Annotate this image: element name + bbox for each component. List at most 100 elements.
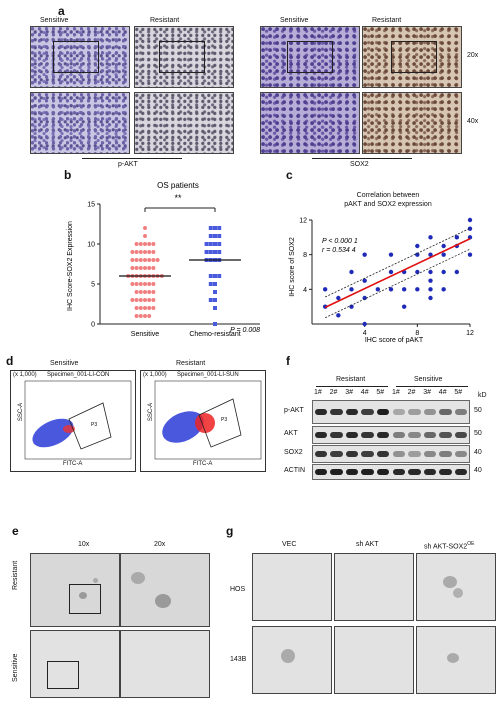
b-point xyxy=(130,298,135,302)
f-blot-row xyxy=(312,445,470,463)
zoom-box xyxy=(47,661,79,689)
f-band xyxy=(392,432,406,438)
b-point xyxy=(147,314,152,318)
c-point xyxy=(415,269,420,275)
b-point xyxy=(147,242,152,246)
f-band xyxy=(330,469,343,475)
spheroid xyxy=(79,592,87,599)
f-line-resistant xyxy=(316,386,388,387)
b-chart: OS patients 0 5 10 15 Sensitive Chemo-resista… xyxy=(67,181,260,338)
f-blot-row xyxy=(312,464,470,480)
b-point xyxy=(143,298,147,302)
c-ytick-label: 4 xyxy=(303,287,307,294)
f-band xyxy=(423,451,437,457)
d-xlabel-right: FITC-A xyxy=(193,461,213,467)
c-point xyxy=(401,304,407,309)
b-point xyxy=(138,266,143,270)
b-point xyxy=(130,250,135,254)
a-label-pakt: p-AKT xyxy=(118,161,138,168)
b-point xyxy=(138,258,143,262)
b-point xyxy=(147,290,152,294)
spheroid xyxy=(93,578,98,583)
panel-label-f: f xyxy=(286,354,290,368)
d-population-right xyxy=(162,411,204,443)
c-point xyxy=(336,295,341,301)
c-stat-r: r = 0.534 4 xyxy=(322,247,356,254)
c-point xyxy=(322,287,328,292)
c-point xyxy=(428,252,433,257)
g-143b-vec xyxy=(252,626,332,694)
panel-label-d: d xyxy=(6,354,14,368)
f-lane-label: 5# xyxy=(454,389,463,396)
c-point xyxy=(349,287,354,292)
a-mag-40x: 40x xyxy=(467,118,479,125)
b-point xyxy=(143,258,147,262)
b-point xyxy=(208,282,213,286)
d-plot-right: P3 xyxy=(154,380,262,460)
a-sox2-sensitive-40x xyxy=(260,92,360,154)
b-point xyxy=(143,226,147,230)
f-band xyxy=(330,451,343,457)
b-point xyxy=(143,266,147,270)
b-point xyxy=(143,250,147,254)
b-point xyxy=(151,242,156,246)
panel-label-c: c xyxy=(286,168,293,182)
c-point xyxy=(388,252,394,257)
d-scale-right: (x 1,000) xyxy=(143,372,167,378)
f-band xyxy=(392,469,406,475)
d-flow-resistant: (x 1,000) Specimen_001-LI-SUN P3 FITC-A … xyxy=(140,370,266,472)
b-point xyxy=(217,242,222,246)
b-point xyxy=(134,266,139,270)
b-point xyxy=(208,298,213,302)
c-title-line2: pAKT and SOX2 expression xyxy=(344,201,432,208)
f-lane-label: 2# xyxy=(407,389,416,396)
f-band xyxy=(330,432,343,438)
b-ytick-label: 15 xyxy=(87,202,95,209)
g-col-shakt-sox2-sup: OE xyxy=(467,541,475,547)
b-point xyxy=(130,258,135,262)
g-col-shakt-sox2-text: sh AKT-SOX2 xyxy=(424,543,468,551)
f-band xyxy=(376,469,390,475)
spheroid xyxy=(155,594,171,608)
f-row-kd: 50 xyxy=(474,430,482,437)
f-band xyxy=(314,469,328,475)
b-point xyxy=(204,242,209,246)
b-point xyxy=(213,242,217,246)
g-hos-vec xyxy=(252,553,332,621)
b-point xyxy=(130,266,135,270)
d-plot-left: P3 xyxy=(24,380,132,460)
a-col-resistant-2: Resistant xyxy=(372,17,402,24)
b-point xyxy=(151,258,156,262)
b-point xyxy=(208,226,213,230)
b-ytick-label: 0 xyxy=(91,322,95,329)
b-point xyxy=(147,306,152,310)
f-band xyxy=(423,469,437,475)
c-point xyxy=(467,217,473,223)
b-point xyxy=(134,290,139,294)
b-point xyxy=(134,250,139,254)
c-point xyxy=(428,295,433,301)
b-point xyxy=(130,282,135,286)
b-point xyxy=(143,234,147,238)
g-col-shakt: sh AKT xyxy=(356,541,379,548)
c-point xyxy=(415,243,420,249)
c-ytick-label: 8 xyxy=(303,252,307,259)
b-xtick-label: Chemo-resistant xyxy=(189,331,240,338)
b-title: OS patients xyxy=(157,181,199,190)
zoom-box xyxy=(159,41,205,73)
f-lane-label: 3# xyxy=(345,389,353,396)
a-divider-left xyxy=(82,158,182,159)
c-point xyxy=(441,243,446,249)
b-point xyxy=(208,274,213,278)
g-143b-shakt-sox2 xyxy=(416,626,496,694)
c-point xyxy=(441,269,446,275)
f-band xyxy=(439,469,452,475)
b-point xyxy=(134,242,139,246)
zoom-box xyxy=(287,41,333,73)
a-pakt-sensitive-20x xyxy=(30,26,130,88)
b-point xyxy=(143,242,147,246)
d-title-sensitive: Sensitive xyxy=(50,360,79,367)
f-line-sensitive xyxy=(396,386,468,387)
b-point xyxy=(217,226,222,230)
f-band xyxy=(376,432,390,438)
